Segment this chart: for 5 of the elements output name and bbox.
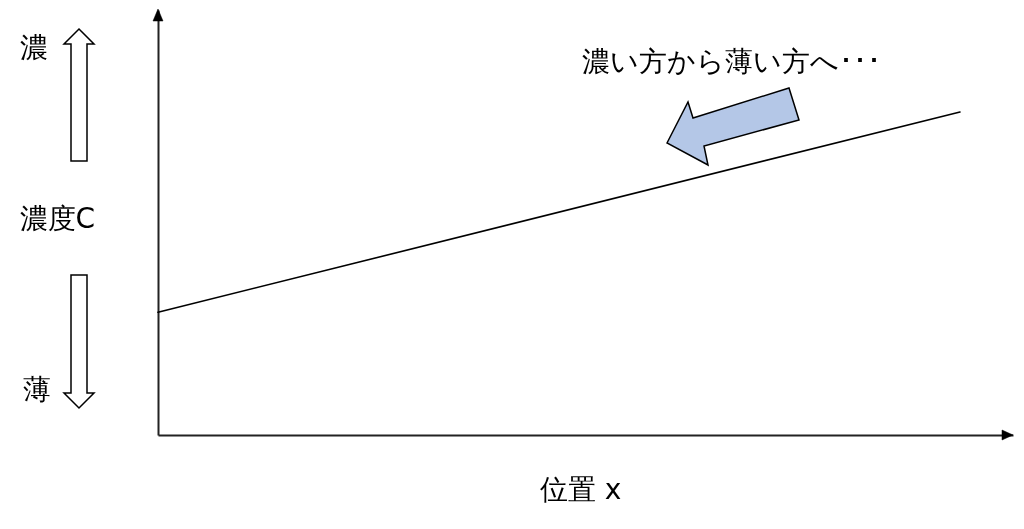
text: 濃	[20, 31, 48, 64]
x-axis-title: 位置 x	[539, 472, 622, 506]
y-axis-title: 濃度C	[19, 201, 96, 235]
annotation: 薄	[23, 373, 51, 406]
text: 濃い方から薄い方へ･･･	[582, 45, 881, 78]
